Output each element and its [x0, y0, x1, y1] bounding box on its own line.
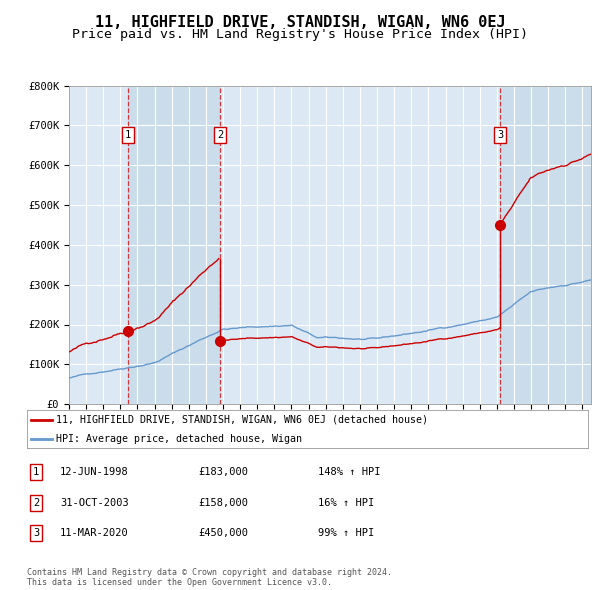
Text: HPI: Average price, detached house, Wigan: HPI: Average price, detached house, Wiga… [56, 434, 302, 444]
Text: £183,000: £183,000 [198, 467, 248, 477]
Text: 11-MAR-2020: 11-MAR-2020 [60, 529, 129, 538]
Text: £158,000: £158,000 [198, 498, 248, 507]
Text: 31-OCT-2003: 31-OCT-2003 [60, 498, 129, 507]
Bar [128, 86, 220, 404]
Text: £450,000: £450,000 [198, 529, 248, 538]
Text: 2: 2 [217, 130, 223, 140]
Text: 1: 1 [33, 467, 39, 477]
Text: 11, HIGHFIELD DRIVE, STANDISH, WIGAN, WN6 0EJ: 11, HIGHFIELD DRIVE, STANDISH, WIGAN, WN… [95, 15, 505, 30]
Text: Contains HM Land Registry data © Crown copyright and database right 2024.
This d: Contains HM Land Registry data © Crown c… [27, 568, 392, 587]
Text: Price paid vs. HM Land Registry's House Price Index (HPI): Price paid vs. HM Land Registry's House … [72, 28, 528, 41]
Text: 3: 3 [497, 130, 503, 140]
Text: 2: 2 [33, 498, 39, 507]
Text: 11, HIGHFIELD DRIVE, STANDISH, WIGAN, WN6 0EJ (detached house): 11, HIGHFIELD DRIVE, STANDISH, WIGAN, WN… [56, 415, 428, 425]
Text: 3: 3 [33, 529, 39, 538]
Text: 16% ↑ HPI: 16% ↑ HPI [318, 498, 374, 507]
Bar [500, 86, 591, 404]
Text: 12-JUN-1998: 12-JUN-1998 [60, 467, 129, 477]
Text: 1: 1 [125, 130, 131, 140]
Text: 148% ↑ HPI: 148% ↑ HPI [318, 467, 380, 477]
Text: 99% ↑ HPI: 99% ↑ HPI [318, 529, 374, 538]
